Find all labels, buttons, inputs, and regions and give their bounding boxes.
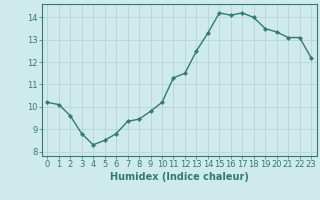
X-axis label: Humidex (Indice chaleur): Humidex (Indice chaleur) bbox=[110, 172, 249, 182]
